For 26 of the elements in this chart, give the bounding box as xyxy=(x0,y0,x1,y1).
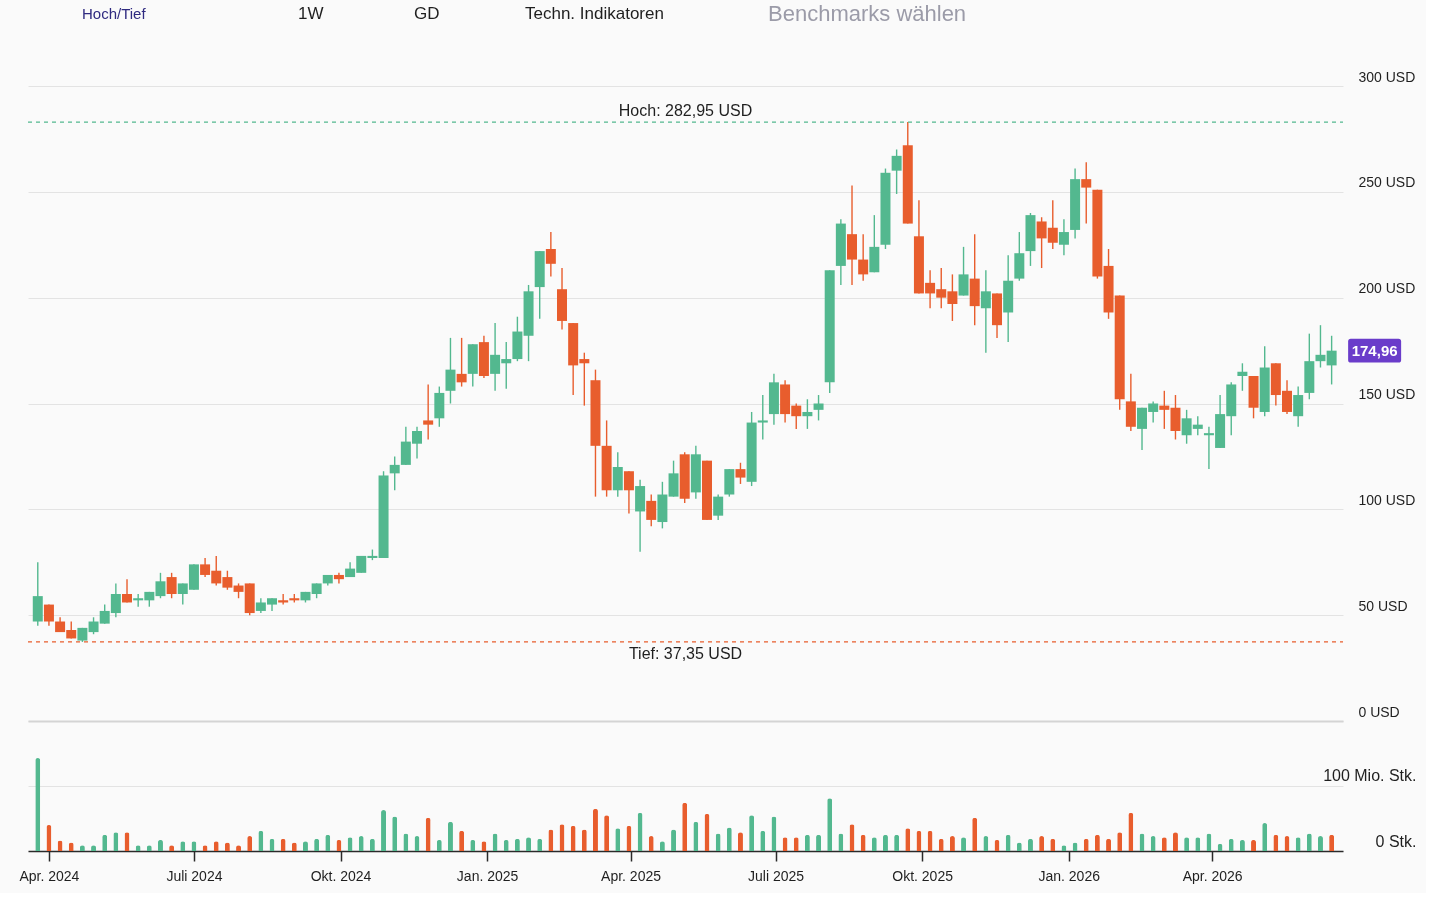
y-tick-label: 150 USD xyxy=(1358,386,1416,402)
y-tick-label: 0 USD xyxy=(1358,703,1400,720)
y-tick-label: 100 USD xyxy=(1358,491,1416,508)
y-tick-label: 100 Mio. Stk. xyxy=(1323,767,1417,785)
text: Hoch/Tief xyxy=(82,5,147,22)
y-tick-label: 250 USD xyxy=(1358,174,1416,191)
x-tick-label: Apr. 2025 xyxy=(601,867,662,884)
text: 1W xyxy=(298,4,324,23)
text: Benchmarks wählen xyxy=(768,1,967,26)
y-tick-label: 0 Stk. xyxy=(1375,832,1417,850)
text: GD xyxy=(414,4,440,23)
ref-line-label: Tief: 37,35 USD xyxy=(628,644,743,662)
x-tick-label: Okt. 2025 xyxy=(892,867,954,884)
x-tick-label: Jan. 2026 xyxy=(1038,867,1101,884)
text: Techn. Indikatoren xyxy=(525,4,664,23)
x-tick-label: Jan. 2025 xyxy=(456,867,519,884)
y-tick-label: 300 USD xyxy=(1358,68,1416,85)
annotation: 174,96 xyxy=(1351,341,1398,359)
x-tick-label: Juli 2025 xyxy=(748,867,805,884)
y-tick-label: 200 USD xyxy=(1358,280,1416,297)
x-tick-label: Apr. 2026 xyxy=(1182,867,1243,884)
x-tick-label: Juli 2024 xyxy=(166,867,223,884)
x-tick-label: Apr. 2024 xyxy=(19,867,80,884)
x-tick-label: Okt. 2024 xyxy=(310,867,372,884)
ref-line-label: Hoch: 282,95 USD xyxy=(618,102,753,120)
y-tick-label: 50 USD xyxy=(1358,597,1408,614)
